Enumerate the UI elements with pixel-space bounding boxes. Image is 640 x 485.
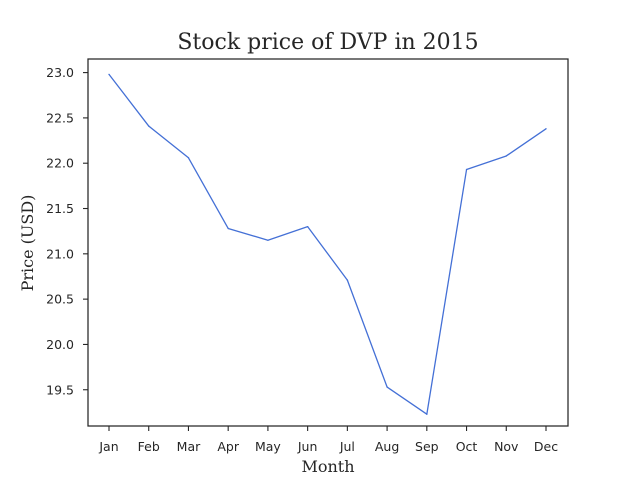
data-point (346, 279, 349, 281)
data-point (426, 413, 428, 415)
x-tick-label: Sep (415, 439, 439, 454)
y-tick-label: 21.5 (46, 201, 74, 216)
data-point (306, 225, 309, 228)
series-line (108, 74, 547, 415)
x-axis-label: Month (301, 457, 354, 476)
chart-title: Stock price of DVP in 2015 (177, 30, 478, 55)
data-point (108, 73, 110, 76)
x-tick-label: Nov (494, 439, 519, 454)
data-point (545, 128, 547, 130)
x-tick-label: Jul (339, 439, 355, 454)
data-point (505, 155, 507, 157)
data-point (148, 125, 150, 127)
y-tick-label: 22.0 (46, 156, 74, 171)
plot-frame (87, 58, 569, 427)
x-tick-label: Feb (138, 439, 160, 454)
y-tick-label: 22.5 (46, 110, 74, 125)
y-tick-label: 20.0 (46, 337, 74, 352)
data-point (267, 239, 269, 241)
data-point (187, 157, 190, 159)
x-tick-label: Apr (217, 439, 239, 454)
data-point (465, 168, 468, 171)
x-axis: Jan Feb Mar Apr May Jun Jul Aug Sep Oct Nov Dec (98, 426, 558, 454)
y-axis: 19.5 20.0 20.5 21.0 21.5 22.0 22.5 23.0 (46, 65, 88, 397)
y-tick-label: 21.0 (46, 246, 74, 261)
x-tick-label: Mar (177, 439, 201, 454)
y-tick-label: 20.5 (46, 292, 74, 307)
x-tick-label: Dec (534, 439, 558, 454)
y-tick-label: 23.0 (46, 65, 74, 80)
x-tick-label: Aug (375, 439, 399, 454)
data-point (386, 386, 388, 388)
x-tick-label: Jan (98, 439, 118, 454)
x-tick-label: Oct (456, 439, 478, 454)
y-tick-label: 19.5 (46, 382, 74, 397)
x-tick-label: May (255, 439, 281, 454)
series-layer (108, 73, 547, 415)
data-point (227, 227, 229, 230)
y-axis-label: Price (USD) (18, 195, 37, 292)
x-tick-label: Jun (297, 439, 318, 454)
